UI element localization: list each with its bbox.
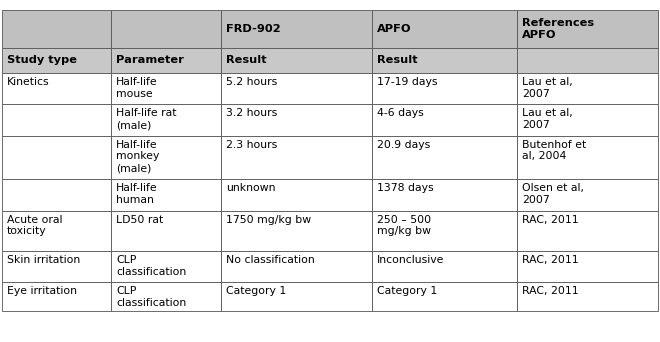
Bar (2, 179, 112, 211)
Text: 250 – 500
mg/kg bw: 250 – 500 mg/kg bw (378, 214, 432, 236)
Text: Skin irritation: Skin irritation (7, 255, 81, 265)
Bar (2, 282, 112, 311)
Text: FRD-902: FRD-902 (226, 24, 280, 34)
Text: 3.2 hours: 3.2 hours (226, 108, 277, 118)
Bar (372, 211, 517, 251)
Text: Lau et al,
2007: Lau et al, 2007 (522, 77, 573, 98)
Bar (517, 136, 658, 179)
Text: Butenhof et
al, 2004: Butenhof et al, 2004 (522, 140, 586, 161)
Bar (2, 251, 112, 282)
Bar (220, 179, 372, 211)
Text: Result: Result (226, 55, 266, 65)
Bar (112, 104, 220, 136)
Text: Inconclusive: Inconclusive (378, 255, 445, 265)
Bar (220, 136, 372, 179)
Text: LD50 rat: LD50 rat (116, 214, 164, 224)
Bar (372, 251, 517, 282)
Text: Study type: Study type (7, 55, 77, 65)
Bar (112, 251, 220, 282)
Bar (517, 10, 658, 48)
Bar (2, 211, 112, 251)
Bar (517, 179, 658, 211)
Bar (2, 136, 112, 179)
Text: RAC, 2011: RAC, 2011 (522, 255, 579, 265)
Text: 1378 days: 1378 days (378, 183, 434, 193)
Bar (517, 282, 658, 311)
Text: Kinetics: Kinetics (7, 77, 50, 87)
Text: No classification: No classification (226, 255, 314, 265)
Bar (220, 104, 372, 136)
Text: 5.2 hours: 5.2 hours (226, 77, 277, 87)
Bar (517, 211, 658, 251)
Text: Eye irritation: Eye irritation (7, 287, 77, 297)
Bar (517, 48, 658, 73)
Text: unknown: unknown (226, 183, 275, 193)
Bar (220, 211, 372, 251)
Text: RAC, 2011: RAC, 2011 (522, 214, 579, 224)
Bar (112, 73, 220, 104)
Text: 1750 mg/kg bw: 1750 mg/kg bw (226, 214, 311, 224)
Bar (112, 179, 220, 211)
Text: 17-19 days: 17-19 days (378, 77, 438, 87)
Text: Half-life
human: Half-life human (116, 183, 158, 205)
Bar (372, 104, 517, 136)
Bar (2, 73, 112, 104)
Bar (112, 211, 220, 251)
Bar (220, 251, 372, 282)
Bar (220, 282, 372, 311)
Bar (372, 48, 517, 73)
Bar (112, 10, 220, 48)
Bar (112, 136, 220, 179)
Text: APFO: APFO (378, 24, 412, 34)
Bar (220, 73, 372, 104)
Text: Olsen et al,
2007: Olsen et al, 2007 (522, 183, 584, 205)
Text: 2.3 hours: 2.3 hours (226, 140, 277, 150)
Bar (220, 10, 372, 48)
Bar (372, 282, 517, 311)
Text: 4-6 days: 4-6 days (378, 108, 424, 118)
Text: Half-life rat
(male): Half-life rat (male) (116, 108, 177, 130)
Text: Result: Result (378, 55, 418, 65)
Bar (372, 179, 517, 211)
Text: Parameter: Parameter (116, 55, 184, 65)
Text: RAC, 2011: RAC, 2011 (522, 287, 579, 297)
Bar (112, 48, 220, 73)
Text: Half-life
monkey
(male): Half-life monkey (male) (116, 140, 160, 173)
Text: Acute oral
toxicity: Acute oral toxicity (7, 214, 63, 236)
Bar (517, 73, 658, 104)
Bar (2, 10, 112, 48)
Text: CLP
classification: CLP classification (116, 255, 187, 277)
Bar (112, 282, 220, 311)
Bar (517, 104, 658, 136)
Bar (372, 10, 517, 48)
Text: Half-life
mouse: Half-life mouse (116, 77, 158, 98)
Text: References
APFO: References APFO (522, 18, 594, 40)
Text: 20.9 days: 20.9 days (378, 140, 430, 150)
Bar (2, 48, 112, 73)
Bar (2, 104, 112, 136)
Text: CLP
classification: CLP classification (116, 287, 187, 308)
Text: Category 1: Category 1 (378, 287, 438, 297)
Text: Category 1: Category 1 (226, 287, 286, 297)
Bar (372, 73, 517, 104)
Bar (372, 136, 517, 179)
Bar (220, 48, 372, 73)
Bar (517, 251, 658, 282)
Text: Lau et al,
2007: Lau et al, 2007 (522, 108, 573, 130)
